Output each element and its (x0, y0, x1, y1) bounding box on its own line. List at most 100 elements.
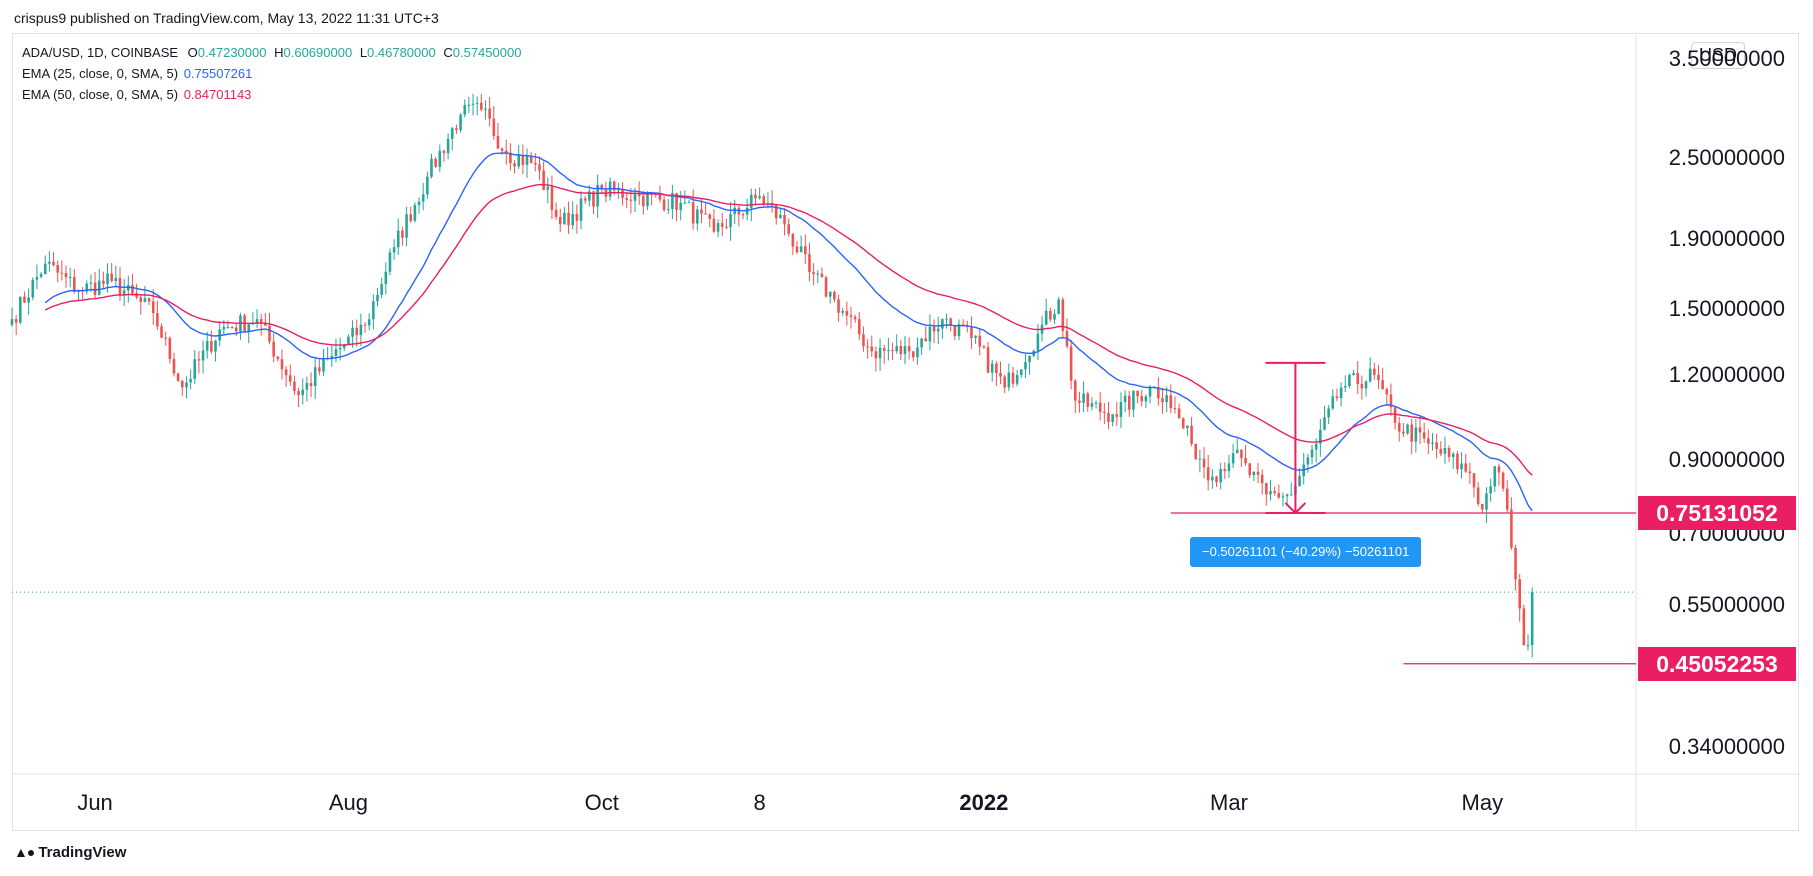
candle-down (1127, 395, 1131, 410)
candle-up (1414, 427, 1418, 442)
candle-down (1514, 547, 1517, 580)
candle-down (1501, 472, 1505, 489)
candle-down (1273, 491, 1276, 493)
candle-up (247, 324, 251, 332)
candle-down (268, 325, 271, 342)
candle-up (941, 319, 944, 329)
candle-up (396, 230, 400, 248)
candle-down (1098, 402, 1102, 412)
candle-up (1123, 395, 1127, 403)
candle-down (704, 213, 707, 215)
y-tick-label: 0.34000000 (1668, 733, 1785, 759)
candle-up (426, 176, 429, 195)
candle-up (1327, 408, 1330, 418)
candle-down (583, 198, 587, 201)
candle-up (31, 279, 35, 298)
candle-up (1044, 310, 1048, 325)
candle-down (272, 341, 275, 357)
candle-up (1314, 443, 1318, 450)
candle-down (434, 158, 437, 168)
candle-up (450, 128, 454, 139)
candle-up (799, 246, 803, 253)
candle-down (932, 326, 936, 332)
candle-down (891, 350, 894, 352)
candle-up (1007, 372, 1011, 388)
candle-up (1443, 447, 1447, 454)
candle-down (1194, 443, 1198, 460)
candle-up (1298, 476, 1301, 487)
candle-up (330, 355, 334, 359)
candle-down (1223, 469, 1227, 472)
legend-close-key: C (443, 45, 453, 60)
candle-down (60, 272, 64, 274)
candle-down (1410, 424, 1414, 442)
candle-up (201, 350, 205, 361)
candle-down (1522, 608, 1526, 646)
legend-open-value: 0.47230000 (197, 45, 267, 60)
candle-up (1111, 414, 1114, 422)
candle-down (1389, 394, 1393, 408)
candle-up (48, 261, 51, 264)
candle-down (986, 347, 990, 373)
candle-up (903, 346, 907, 355)
candle-down (542, 170, 545, 190)
candle-down (550, 186, 554, 210)
candle-down (1402, 431, 1405, 434)
candle-down (575, 214, 579, 221)
legend-ema25-row[interactable]: EMA (25, close, 0, SMA, 5) 0.75507261 (22, 66, 252, 81)
candle-up (43, 263, 47, 275)
candle-up (380, 284, 383, 295)
candle-down (181, 381, 184, 388)
candle-down (293, 381, 296, 392)
measure-label: −0.50261101 (−40.29%) −50261101 (1190, 537, 1422, 567)
candle-up (1053, 313, 1056, 320)
legend-ema50-value: 0.84701143 (183, 87, 252, 102)
y-tick-label: 0.55000000 (1668, 591, 1785, 617)
legend-ema50-row[interactable]: EMA (50, close, 0, SMA, 5) 0.84701143 (22, 87, 251, 102)
candle-up (1406, 424, 1409, 434)
candle-down (230, 326, 234, 328)
candle-down (849, 315, 853, 317)
candle-down (160, 326, 163, 338)
candle-up (1132, 390, 1135, 410)
ema-25-line (44, 152, 1533, 512)
candle-down (1244, 457, 1247, 464)
candle-down (1003, 376, 1006, 388)
candle-down (662, 199, 666, 211)
candle-up (617, 188, 620, 191)
candle-down (1161, 398, 1164, 403)
currency-button[interactable]: USD (1691, 42, 1746, 69)
publish-info: crispus9 published on TradingView.com, M… (14, 10, 439, 26)
x-tick-label: Aug (328, 790, 368, 815)
candle-up (342, 344, 346, 348)
candle-up (313, 367, 317, 387)
candle-down (1157, 387, 1160, 399)
legend-symbol-row[interactable]: ADA/USD, 1D, COINBASE O0.47230000 H0.606… (22, 45, 521, 60)
candle-down (1356, 373, 1360, 385)
candle-up (214, 340, 217, 352)
candle-down (210, 341, 213, 352)
candle-down (151, 301, 155, 314)
x-tick-label: Oct (584, 790, 619, 815)
candle-down (1260, 474, 1264, 484)
candle-down (401, 230, 404, 238)
candle-down (309, 383, 313, 387)
candle-up (957, 324, 961, 337)
candle-down (1427, 438, 1430, 444)
candle-up (384, 271, 388, 285)
candle-down (720, 223, 724, 227)
candle-down (1456, 453, 1459, 470)
legend-high-value: 0.60690000 (283, 45, 353, 60)
candle-up (696, 209, 699, 224)
candle-down (492, 118, 496, 136)
candle-down (363, 324, 367, 326)
candle-up (1285, 494, 1289, 497)
tradingview-logo[interactable]: ▲● TradingView (14, 844, 126, 861)
candle-up (1198, 458, 1202, 460)
candle-down (612, 181, 616, 191)
candle-down (1335, 396, 1339, 399)
candle-up (338, 347, 342, 350)
candle-up (359, 324, 363, 336)
candle-down (837, 299, 840, 313)
